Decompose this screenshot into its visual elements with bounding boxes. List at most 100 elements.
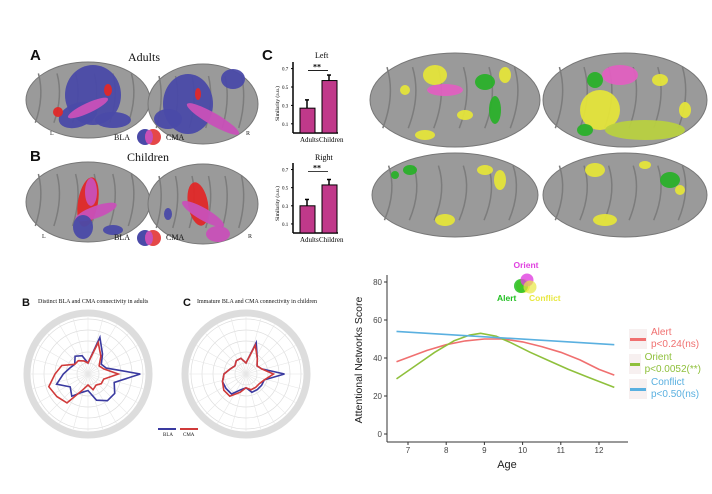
radar-spoke: [205, 373, 247, 415]
bar-chart-title: Left: [315, 51, 329, 60]
radar-spoke: [245, 358, 302, 375]
brain-sulcus: [458, 66, 468, 129]
radar-spoke: [47, 373, 89, 415]
x-axis-label: Age: [497, 459, 517, 471]
brain-surfaces-amygdala: [25, 61, 259, 246]
activation-patch: [679, 102, 691, 118]
radar-spoke: [87, 345, 138, 375]
legend-name: Alert: [651, 327, 672, 338]
radar-spoke: [38, 373, 89, 403]
brain-sulcus: [433, 165, 443, 221]
brain-sulcus: [34, 73, 42, 124]
radar-spoke: [87, 373, 138, 403]
x-tick-label: Adults: [300, 236, 319, 244]
y-axis-label: Attentional Networks Score: [353, 297, 365, 424]
radar-spoke: [245, 373, 275, 424]
brain-sulcus: [677, 165, 687, 221]
bar-chart-title: Right: [315, 153, 334, 162]
radar-spoke: [190, 373, 247, 390]
bla-label: BLA: [114, 233, 130, 242]
brain-sulcus: [238, 175, 245, 229]
activation-patch: [435, 214, 455, 226]
overlap-circle: [145, 130, 153, 144]
bla-label: BLA: [114, 133, 130, 142]
significance-label: **: [313, 62, 321, 71]
brain-surface: [369, 52, 541, 148]
brain-sulcus: [71, 173, 79, 227]
activation-patch: [95, 112, 131, 128]
radar-spoke: [87, 373, 129, 415]
brain-sulcus: [484, 66, 494, 129]
radar-spoke: [217, 324, 247, 375]
cma-profile: [221, 342, 276, 398]
bar: [321, 80, 338, 134]
radar-spoke: [245, 345, 296, 375]
brain-sulcus: [34, 173, 42, 227]
x-tick-label: 9: [482, 446, 487, 455]
activation-patch: [403, 165, 417, 175]
radar-spoke: [38, 345, 89, 375]
legend-swatch: [629, 329, 647, 349]
panel-label-c: C: [262, 47, 273, 64]
radar-spoke: [87, 333, 129, 375]
x-tick-label: 11: [557, 446, 566, 455]
brain-sulcus: [554, 66, 564, 129]
radar-spoke: [87, 373, 104, 430]
adults-title: Adults: [128, 50, 161, 64]
radar-spoke: [245, 373, 302, 390]
activation-patch: [585, 163, 605, 177]
left-hemisphere-label: L: [42, 234, 46, 240]
brain-sulcus: [155, 175, 162, 229]
cma-label: CMA: [166, 133, 185, 142]
brain-sulcus: [383, 165, 393, 221]
brain-sulcus: [458, 165, 468, 221]
radar-c-title: Immature BLA and CMA connectivity in chi…: [197, 299, 317, 305]
radar-b-title: Distinct BLA and CMA connectivity in adu…: [38, 299, 149, 305]
activation-patch: [593, 214, 617, 226]
bar: [321, 184, 338, 234]
x-tick-label: Adults: [300, 136, 319, 144]
activation-patch: [639, 161, 651, 169]
radar-spoke: [87, 373, 117, 424]
brain-sulcus: [172, 175, 179, 229]
activation-patch: [104, 84, 112, 96]
radar-spoke: [230, 318, 247, 375]
activation-patch: [587, 72, 603, 88]
brain-sulcus: [53, 73, 61, 124]
radar-spoke: [59, 324, 89, 375]
legend-swatch: [629, 379, 647, 399]
activation-patch: [53, 107, 63, 117]
legend-stat: p<0.24(ns): [651, 339, 700, 350]
y-tick-label: 80: [373, 278, 382, 287]
right-hemisphere-label: R: [246, 131, 251, 137]
activation-patch: [423, 65, 447, 85]
bar: [299, 107, 316, 134]
y-tick-label: 0.3: [282, 205, 289, 210]
radar-spoke: [72, 373, 89, 430]
activation-patch: [577, 124, 593, 136]
activation-patch: [195, 88, 201, 100]
legend-swatch: [629, 354, 641, 374]
activation-patch: [73, 215, 93, 239]
brain-sulcus: [221, 175, 228, 229]
y-tick-label: 0.1: [282, 223, 289, 228]
legend-stat: p<0.0052(**): [644, 364, 701, 375]
significance-label: **: [313, 163, 321, 172]
radar-spoke: [32, 373, 89, 390]
bla-profile: [55, 334, 141, 402]
line-chart-legend: Alert p<0.24(ns) Orient p<0.0052(**) Conflic…: [629, 327, 701, 402]
x-tick-label: Children: [319, 136, 344, 144]
legend-name: Conflict: [651, 377, 685, 388]
radar-spoke: [190, 358, 247, 375]
panel-label-a: A: [30, 47, 41, 64]
activation-patch: [605, 120, 685, 140]
series-line-orient: [396, 332, 615, 389]
radar-spoke: [196, 373, 247, 403]
right-hemisphere-label: R: [248, 234, 253, 240]
y-tick-label: 40: [373, 354, 382, 363]
y-axis-label: Similarity (a.u.): [274, 86, 281, 121]
activation-patch: [85, 178, 97, 206]
radar-b-panel: B: [22, 297, 30, 309]
radar-spoke: [196, 345, 247, 375]
